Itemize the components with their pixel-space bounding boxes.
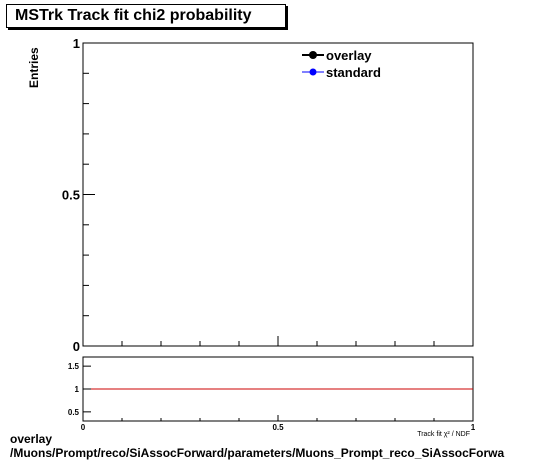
ratio-x-ticks: 0 0.5 1 [81,415,476,432]
main-y-ticks: 00.51 [62,36,95,354]
ratio-y-tick-label: 1.5 [68,362,80,371]
main-y-tick-label: 1 [73,36,80,51]
legend-overlay-label: overlay [326,48,372,63]
ratio-x-tick-label: 0.5 [272,423,284,432]
ratio-y-tick-label: 0.5 [68,408,80,417]
title-box: MSTrk Track fit chi2 probability [6,4,286,28]
ratio-x-tick-label: 1 [471,423,476,432]
legend-standard-marker [309,68,317,76]
ratio-x-tick-label: 0 [81,423,86,432]
footer-line-2: /Muons/Prompt/reco/SiAssocForward/parame… [10,446,505,460]
ratio-y-ticks: 0.5 1 1.5 [68,362,91,417]
main-y-tick-label: 0 [73,339,80,354]
ratio-x-axis-label: Track fit χ² / NDF [417,431,470,438]
legend-overlay-marker [309,51,317,59]
legend: overlay standard [302,48,381,80]
legend-standard-label: standard [326,65,381,80]
footer-line-1: overlay [10,432,53,446]
main-plot-frame [82,42,474,347]
chart-title: MSTrk Track fit chi2 probability [15,7,252,24]
ratio-y-tick-label: 1 [75,385,80,394]
main-x-ticks [82,336,474,346]
main-y-axis-label: Entries [27,47,41,88]
main-y-tick-label: 0.5 [62,188,80,203]
